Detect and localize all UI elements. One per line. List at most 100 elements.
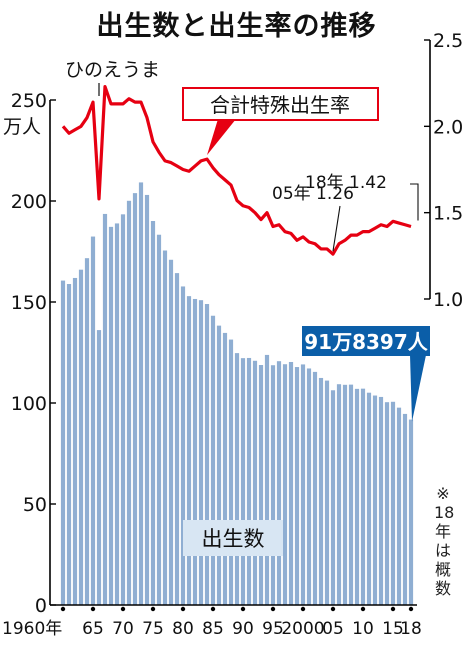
- bar: [96, 330, 102, 605]
- bar: [294, 367, 300, 605]
- bar: [108, 226, 114, 606]
- births-callout-label: 91万8397人: [304, 330, 428, 354]
- x-tick-label: 05: [322, 619, 344, 639]
- bar: [192, 298, 198, 605]
- x-tick-dot: [408, 606, 414, 612]
- bar: [114, 223, 120, 606]
- x-tick-dot: [270, 606, 276, 612]
- x-tick-label: 15: [382, 619, 404, 639]
- left-tick-label: 0: [35, 595, 47, 617]
- note-char: 年: [434, 522, 451, 541]
- x-tick-label: 10: [352, 619, 374, 639]
- right-tick-label: 2.0: [433, 116, 463, 138]
- bar-label: 出生数: [202, 527, 265, 551]
- bar: [252, 360, 258, 605]
- left-tick-label: 100: [11, 393, 47, 415]
- bar: [372, 395, 378, 605]
- bar: [78, 269, 84, 605]
- bar: [102, 213, 108, 605]
- bar: [336, 384, 342, 605]
- left-tick-label: 250: [11, 90, 47, 112]
- bar: [288, 361, 294, 605]
- x-tick-label: 75: [142, 619, 164, 639]
- bar: [174, 273, 180, 605]
- x-tick-dot: [150, 606, 156, 612]
- bar: [66, 284, 72, 605]
- note-char: 18: [434, 503, 455, 522]
- rate-line: [61, 85, 412, 256]
- bar: [72, 277, 78, 605]
- right-tick-label: 1.0: [433, 289, 463, 311]
- x-tick-dot: [300, 606, 306, 612]
- note-char: 数: [434, 579, 451, 598]
- bar: [354, 388, 360, 605]
- bar: [180, 286, 186, 605]
- bar: [246, 357, 252, 605]
- bar: [198, 300, 204, 605]
- rate-label-pointer: [207, 119, 236, 156]
- bar: [330, 390, 336, 605]
- bar: [318, 377, 324, 605]
- left-axis-unit: 万人: [3, 116, 41, 138]
- bar: [186, 296, 192, 605]
- bar-label-box: [183, 520, 283, 556]
- left-tick-label: 50: [23, 494, 47, 516]
- right-tick-label: 2.5: [433, 30, 463, 52]
- bar: [90, 236, 96, 606]
- x-tick-label: 85: [202, 619, 224, 639]
- x-tick-label: 90: [232, 619, 254, 639]
- bar: [132, 193, 138, 605]
- x-tick-dot: [390, 606, 396, 612]
- x-tick-label: 70: [112, 619, 134, 639]
- bar: [408, 419, 414, 605]
- bar: [324, 380, 330, 605]
- note-char: は: [434, 541, 451, 560]
- bar: [360, 388, 366, 605]
- x-tick-dot: [120, 606, 126, 612]
- bar: [144, 194, 150, 605]
- latest-rate-label: 18年 1.42: [305, 173, 387, 193]
- provisional-note: ※ 18 年 は 概 数: [434, 484, 455, 598]
- births-callout-box: [302, 326, 430, 356]
- bar: [240, 358, 246, 605]
- left-tick-label: 150: [11, 292, 47, 314]
- x-tick-dot: [330, 606, 336, 612]
- bar: [126, 200, 132, 606]
- births-callout-pointer: [410, 355, 426, 422]
- bar: [222, 332, 228, 605]
- bar: [366, 392, 372, 605]
- bar: [342, 384, 348, 605]
- bar: [228, 339, 234, 605]
- bar: [156, 234, 162, 606]
- latest-rate-leader: [410, 183, 419, 221]
- bar: [282, 364, 288, 605]
- note-char: 概: [434, 560, 451, 579]
- bar: [390, 401, 396, 605]
- bar: [312, 371, 318, 605]
- bar: [300, 364, 306, 605]
- x-tick-label: 1960年: [2, 619, 62, 639]
- x-tick-dot: [90, 606, 96, 612]
- min-rate-label: 05年 1.26: [272, 184, 354, 204]
- x-tick-label: 65: [82, 619, 104, 639]
- right-tick-label: 1.5: [433, 203, 463, 225]
- bar: [168, 259, 174, 605]
- bar: [84, 258, 90, 605]
- bar: [348, 384, 354, 605]
- note-char: ※: [436, 484, 450, 503]
- bar: [150, 221, 156, 605]
- x-tick-label: 18: [400, 619, 422, 639]
- x-tick-dot: [60, 606, 66, 612]
- bar: [402, 413, 408, 605]
- bar: [138, 182, 144, 606]
- x-tick-label: 80: [172, 619, 194, 639]
- bar: [306, 368, 312, 605]
- x-tick-dot: [210, 606, 216, 612]
- x-tick-dot: [240, 606, 246, 612]
- bar: [234, 353, 240, 605]
- bar: [258, 365, 264, 605]
- rate-label-box: [182, 87, 379, 121]
- bar: [384, 402, 390, 605]
- min-rate-leader: [332, 205, 341, 252]
